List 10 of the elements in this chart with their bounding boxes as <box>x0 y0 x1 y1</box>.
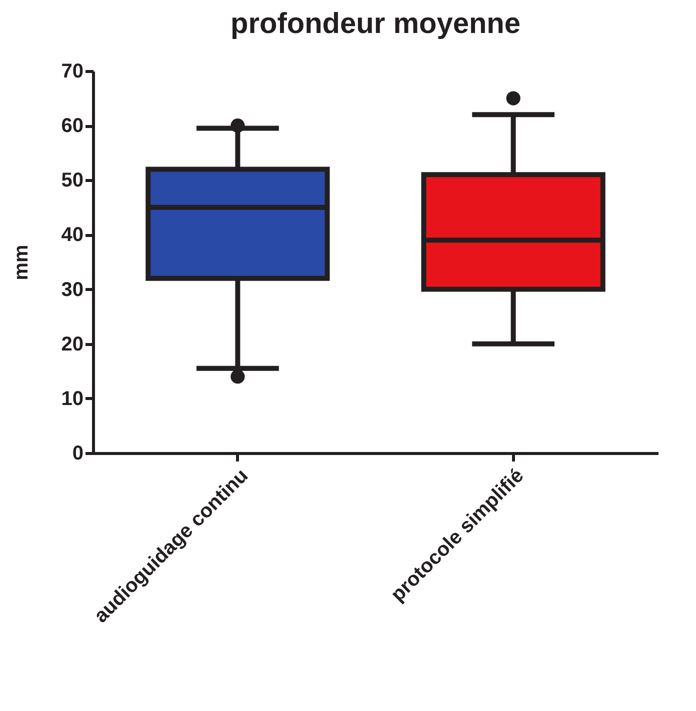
y-tick-label: 50 <box>61 170 84 192</box>
y-tick-label: 40 <box>61 224 84 246</box>
y-tick-label: 60 <box>61 115 84 138</box>
y-tick-label: 10 <box>61 388 84 410</box>
chart-title: profondeur moyenne <box>230 8 521 40</box>
y-axis-title: mm <box>10 244 32 280</box>
y-tick-label: 30 <box>61 278 84 301</box>
y-tick-label: 0 <box>72 442 84 464</box>
y-tick-label: 20 <box>61 333 84 356</box>
y-tick-label: 70 <box>61 60 84 82</box>
